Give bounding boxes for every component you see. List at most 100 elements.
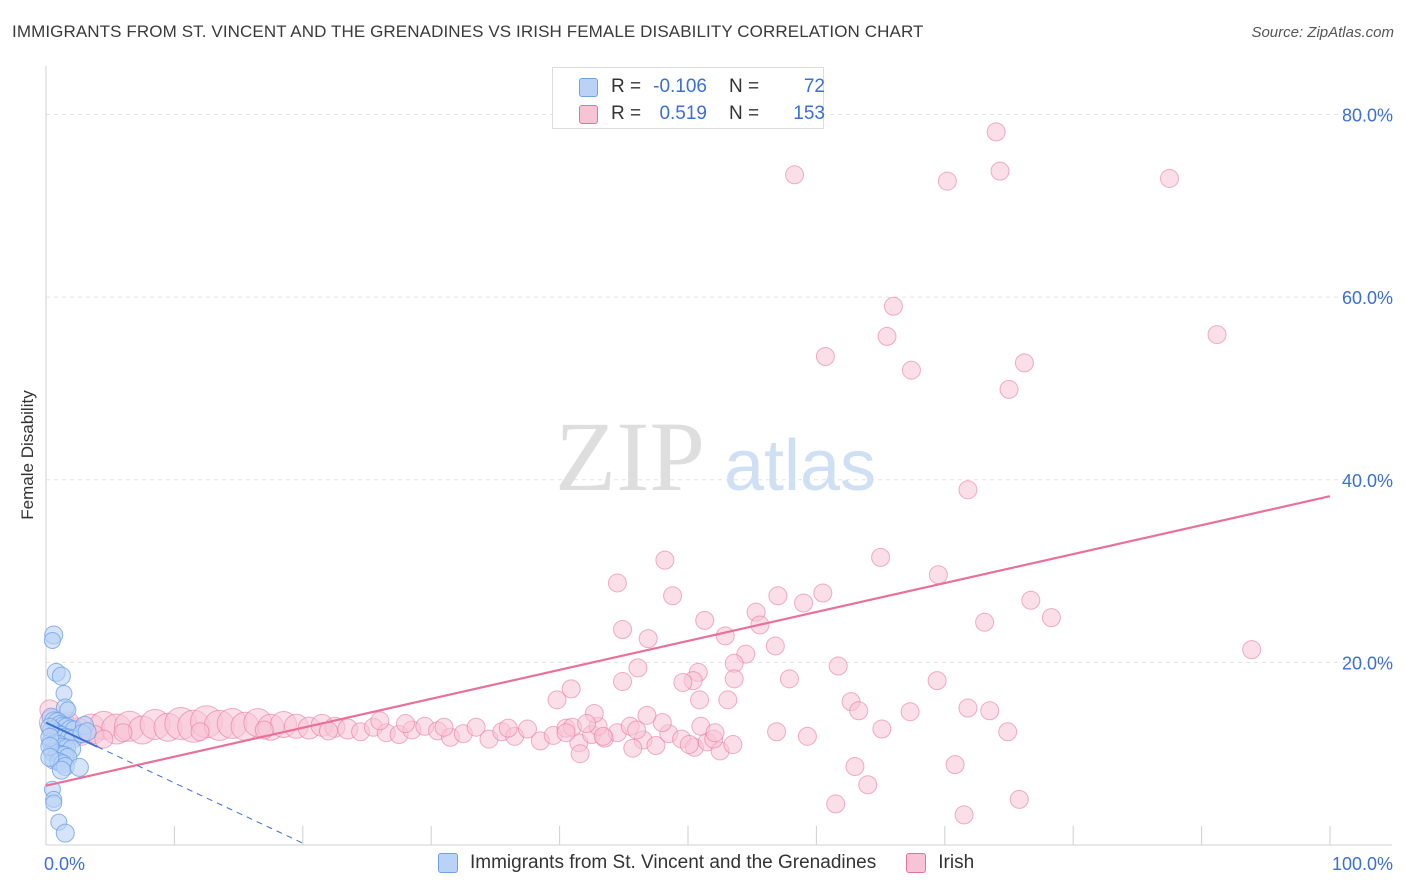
axes: [45, 66, 1392, 846]
irish-point: [999, 379, 1019, 399]
irish-point: [937, 171, 957, 191]
legend-item-immigrants[interactable]: Immigrants from St. Vincent and the Gren…: [438, 852, 876, 874]
irish-point: [718, 690, 738, 710]
irish-point: [858, 775, 878, 795]
r-value: 0.519: [659, 103, 707, 124]
irish-point: [561, 679, 581, 699]
irish-point: [826, 794, 846, 814]
immigrant-points: [40, 625, 97, 843]
watermark-atlas: atlas: [724, 426, 876, 506]
irish-point: [990, 161, 1010, 181]
x-tick-label: 0.0%: [44, 854, 85, 874]
irish-point: [883, 296, 903, 316]
irish-point: [434, 717, 454, 737]
trend-lines: [45, 495, 1331, 844]
irish-point: [370, 711, 390, 731]
irish-point: [518, 719, 537, 739]
x-tick-label: 100.0%: [1332, 854, 1393, 874]
irish-point: [998, 722, 1018, 742]
irish-point: [877, 326, 897, 346]
irish-point: [613, 672, 633, 692]
immigrant-trend-line: [45, 721, 98, 748]
irish-point: [318, 721, 338, 741]
watermark: ZIP atlas: [555, 401, 876, 512]
irish-point: [828, 656, 848, 676]
irish-point: [637, 705, 657, 725]
chart-title: IMMIGRANTS FROM ST. VINCENT AND THE GREN…: [12, 22, 924, 41]
stats-legend: R = -0.106 N = 72 R = 0.519 N = 153: [552, 67, 825, 129]
irish-points: [38, 122, 1262, 825]
irish-point: [607, 573, 627, 593]
y-tick-label: 60.0%: [1342, 288, 1393, 308]
irish-point: [705, 723, 725, 743]
blue-swatch: [438, 853, 458, 873]
irish-point: [577, 714, 597, 734]
irish-point: [623, 738, 643, 758]
immigrant-point: [77, 722, 97, 742]
irish-point: [556, 723, 576, 743]
irish-point: [628, 658, 648, 678]
source-label: Source: ZipAtlas.com: [1251, 24, 1394, 41]
irish-point: [767, 722, 787, 742]
irish-point: [113, 723, 133, 743]
irish-point: [797, 726, 817, 746]
immigrant-point: [40, 747, 60, 767]
tick-labels: 20.0% 40.0% 60.0% 80.0% 0.0% 100.0%: [44, 106, 1393, 874]
legend-item-irish[interactable]: Irish: [906, 852, 974, 874]
pink-swatch: [579, 105, 598, 124]
n-label: N =: [729, 103, 760, 124]
n-value: 153: [793, 103, 825, 124]
irish-point: [901, 360, 921, 380]
irish-point: [547, 690, 567, 710]
irish-point: [1242, 640, 1262, 660]
irish-point: [958, 480, 978, 500]
irish-trend-line: [45, 495, 1331, 787]
irish-point: [190, 722, 210, 742]
irish-point: [466, 717, 486, 737]
y-axis-label: Female Disability: [18, 390, 37, 520]
irish-point: [1014, 353, 1034, 373]
pink-swatch: [906, 853, 927, 873]
irish-point: [813, 583, 833, 603]
r-label: R =: [611, 103, 642, 124]
irish-point: [927, 671, 947, 691]
n-value: 72: [803, 76, 825, 97]
immigrant-point: [43, 631, 61, 649]
legend-label: Immigrants from St. Vincent and the Gren…: [470, 852, 877, 873]
irish-point: [613, 620, 633, 640]
irish-point: [975, 612, 995, 632]
irish-point: [1160, 168, 1179, 188]
irish-point: [652, 713, 672, 733]
irish-point: [655, 550, 675, 570]
n-label: N =: [729, 76, 760, 97]
irish-point: [779, 669, 799, 689]
irish-point: [849, 701, 869, 721]
irish-point: [498, 718, 518, 738]
immigrant-point: [51, 666, 71, 686]
irish-point: [980, 701, 1000, 721]
irish-point: [94, 729, 114, 749]
irish-point: [646, 735, 666, 755]
grid-lines: [46, 114, 1392, 663]
watermark-zip: ZIP: [555, 401, 705, 512]
irish-point: [845, 756, 865, 776]
irish-point: [1207, 325, 1227, 345]
irish-point: [794, 593, 814, 613]
irish-point: [954, 805, 974, 825]
irish-point: [695, 610, 715, 630]
r-value: -0.106: [653, 76, 707, 97]
irish-point: [928, 565, 948, 585]
irish-point: [1021, 590, 1041, 610]
irish-point: [663, 586, 683, 606]
irish-point: [396, 714, 416, 734]
irish-point: [627, 720, 647, 740]
irish-point: [945, 755, 965, 775]
irish-point: [768, 586, 788, 606]
immigrant-point: [51, 760, 71, 780]
irish-point: [593, 726, 613, 746]
irish-point: [724, 669, 744, 689]
irish-point: [785, 165, 805, 185]
irish-point: [871, 547, 891, 567]
y-tick-label: 20.0%: [1342, 653, 1393, 673]
